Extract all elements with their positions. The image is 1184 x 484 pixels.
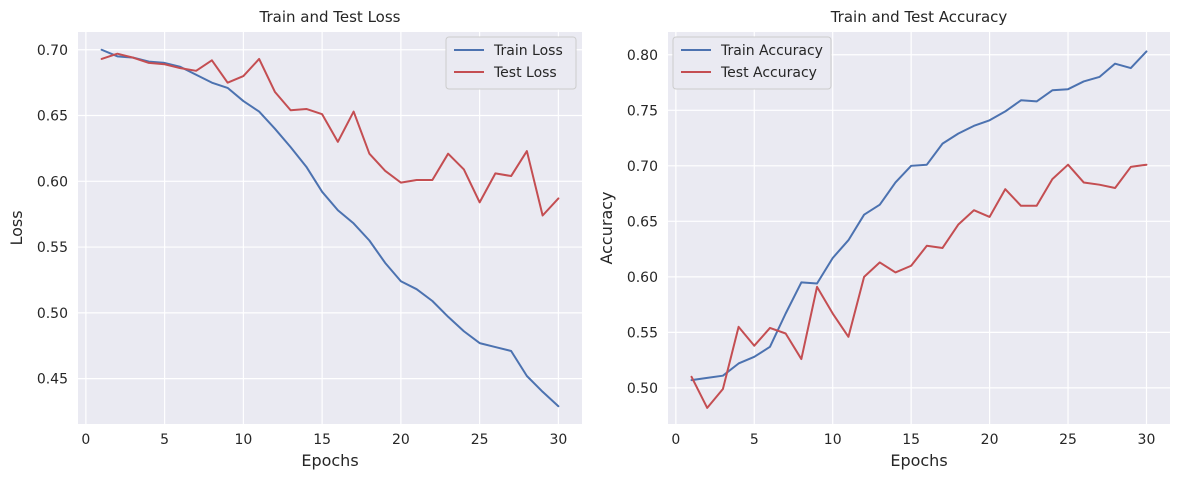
x-tick-label: 25 — [471, 432, 489, 448]
y-tick-label: 0.65 — [37, 109, 68, 125]
legend-label: Train Loss — [493, 43, 563, 59]
y-tick-label: 0.70 — [37, 43, 68, 59]
y-tick-label: 0.50 — [627, 381, 658, 397]
y-tick-label: 0.75 — [627, 103, 658, 119]
loss-y-ticks: 0.45 0.50 0.55 0.60 0.65 0.70 — [37, 43, 68, 388]
accuracy-grid — [668, 32, 1170, 424]
x-tick-label: 5 — [160, 432, 169, 448]
accuracy-y-axis-label: Accuracy — [597, 191, 616, 264]
accuracy-series — [690, 50, 1148, 409]
legend-label: Test Loss — [493, 65, 557, 81]
test-accuracy-line — [690, 163, 1148, 409]
x-tick-label: 10 — [824, 432, 842, 448]
x-tick-label: 20 — [981, 432, 999, 448]
accuracy-x-axis-label: Epochs — [890, 451, 947, 470]
y-tick-label: 0.50 — [37, 306, 68, 322]
y-tick-label: 0.65 — [627, 214, 658, 230]
accuracy-x-ticks: 0 5 10 15 20 25 30 — [671, 432, 1155, 448]
x-tick-label: 30 — [549, 432, 567, 448]
train-accuracy-line — [690, 50, 1148, 382]
y-tick-label: 0.60 — [627, 270, 658, 286]
loss-y-axis-label: Loss — [7, 210, 26, 245]
y-tick-label: 0.80 — [627, 48, 658, 64]
y-tick-label: 0.55 — [37, 240, 68, 256]
accuracy-chart-title: Train and Test Accuracy — [830, 8, 1008, 26]
loss-plot-area — [78, 32, 582, 424]
y-tick-label: 0.45 — [37, 372, 68, 388]
accuracy-plot-area — [668, 32, 1170, 424]
y-tick-label: 0.60 — [37, 174, 68, 190]
loss-series — [100, 48, 560, 408]
loss-x-axis-label: Epochs — [301, 451, 358, 470]
loss-chart: 0 5 10 15 20 25 30 0.45 0.50 0.55 0.60 0.65 0.70 Tr… — [7, 8, 582, 470]
train-loss-line — [100, 48, 560, 408]
loss-x-ticks: 0 5 10 15 20 25 30 — [81, 432, 567, 448]
x-tick-label: 20 — [392, 432, 410, 448]
test-loss-line — [100, 52, 560, 217]
y-tick-label: 0.70 — [627, 159, 658, 175]
loss-chart-title: Train and Test Loss — [259, 8, 401, 26]
y-tick-label: 0.55 — [627, 325, 658, 341]
accuracy-legend: Train Accuracy Test Accuracy — [672, 36, 832, 90]
x-tick-label: 15 — [902, 432, 920, 448]
legend-frame — [672, 36, 832, 90]
legend-label: Train Accuracy — [720, 43, 823, 59]
x-tick-label: 0 — [81, 432, 90, 448]
x-tick-label: 10 — [234, 432, 252, 448]
loss-legend: Train Loss Test Loss — [445, 36, 577, 90]
x-tick-label: 30 — [1138, 432, 1156, 448]
x-tick-label: 25 — [1059, 432, 1077, 448]
x-tick-label: 0 — [671, 432, 680, 448]
accuracy-chart: 0 5 10 15 20 25 30 0.50 0.55 0.60 0.65 0.70 0.75 0.8… — [597, 8, 1170, 470]
legend-label: Test Accuracy — [720, 65, 817, 81]
x-tick-label: 15 — [313, 432, 331, 448]
x-tick-label: 5 — [750, 432, 759, 448]
accuracy-y-ticks: 0.50 0.55 0.60 0.65 0.70 0.75 0.80 — [627, 48, 658, 397]
